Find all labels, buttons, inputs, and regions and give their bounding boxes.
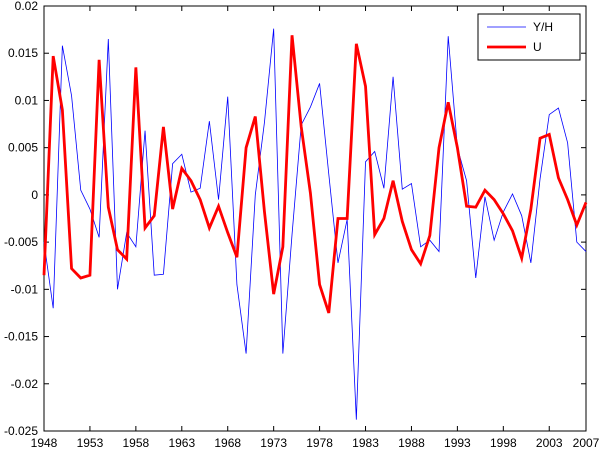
x-tick-label: 1993 [444,436,471,449]
series-line-y-h [43,28,587,420]
y-tick-label: 0 [31,188,38,202]
x-tick-label: 1998 [490,436,517,449]
y-tick-label: -0.01 [11,282,39,296]
x-tick-label: 1963 [168,436,195,449]
legend: Y/H U [477,13,581,61]
x-tick-label: 1968 [214,436,241,449]
series-layer [42,28,588,420]
x-tick-label: 1983 [352,436,379,449]
series-line-u [42,35,588,314]
y-tick-label: 0.015 [8,46,38,60]
x-tick-label: 2003 [536,436,563,449]
y-tick-label: -0.015 [4,330,38,344]
x-tick-label: 2007 [573,436,600,449]
y-tick-label: -0.025 [4,424,38,438]
legend-label-u: U [533,40,542,54]
y-axis: -0.025 -0.02 -0.015 -0.01 -0.005 0 0.005 0.01 0.… [4,0,586,438]
y-tick-label: 0.01 [15,93,39,107]
y-tick-label: -0.005 [4,235,38,249]
y-tick-label: -0.02 [11,377,39,391]
x-tick-label: 1973 [260,436,287,449]
x-tick-label: 1958 [123,436,150,449]
x-tick-label: 1978 [306,436,333,449]
legend-label-y-h: Y/H [533,20,553,34]
x-tick-label: 1988 [398,436,425,449]
x-tick-label: 1948 [31,436,58,449]
y-tick-label: 0.02 [15,0,39,13]
x-axis: 1948 1953 1958 1963 1968 1973 1978 1983 1988 1993… [31,6,600,449]
y-tick-label: 0.005 [8,141,38,155]
legend-box [477,13,581,61]
x-tick-label: 1953 [77,436,104,449]
